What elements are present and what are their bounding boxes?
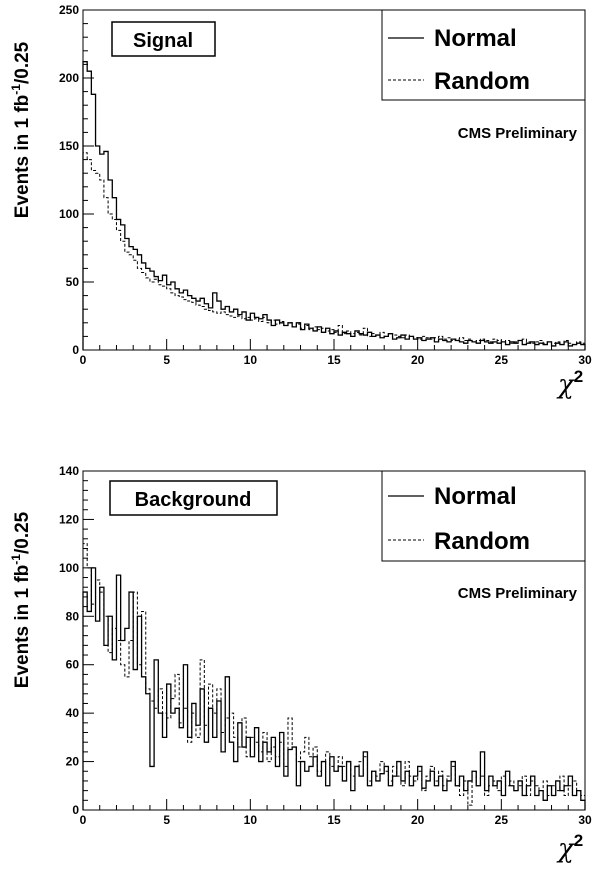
signal-legend-normal-label: Normal — [434, 25, 517, 52]
signal-x-tick-label: 25 — [495, 353, 509, 367]
signal-annotation: CMS Preliminary — [458, 125, 578, 142]
background-xlabel-symbol: χ — [556, 834, 576, 864]
background-x-tick-label: 10 — [244, 813, 258, 827]
signal-x-tick-label: 5 — [163, 353, 170, 367]
background-badge-label: Background — [135, 489, 252, 511]
background-series-group — [82, 543, 586, 810]
signal-x-axis: 0 5 10 15 20 25 30 — [80, 339, 592, 367]
signal-ylabel: Events in 1 fb-1/0.25 — [9, 41, 33, 218]
signal-y-tick-label: 250 — [59, 3, 79, 17]
background-panel: Events in 1 fb-1/0.25 020406080100120140… — [9, 464, 592, 864]
signal-xlabel-sup: 2 — [574, 367, 583, 386]
signal-xlabel: χ2 — [556, 367, 583, 400]
background-annotation: CMS Preliminary — [458, 585, 578, 602]
background-x-tick-label: 30 — [578, 813, 592, 827]
signal-legend: Normal Random — [381, 9, 586, 101]
background-y-tick-label: 140 — [59, 464, 79, 478]
signal-x-tick-label: 15 — [327, 353, 341, 367]
background-y-tick-label: 20 — [66, 755, 80, 769]
signal-y-tick-label: 50 — [66, 275, 80, 289]
signal-xlabel-symbol: χ — [556, 370, 576, 400]
signal-ylabel-sup: -1 — [9, 84, 23, 95]
signal-y-tick-label: 200 — [59, 71, 79, 85]
background-xlabel: χ2 — [556, 831, 583, 864]
background-y-axis: 0 20 40 60 80 100 120 140 — [59, 464, 94, 817]
background-legend-normal-label: Normal — [434, 483, 517, 510]
background-y-tick-label: 80 — [66, 609, 80, 623]
signal-y-tick-label: 100 — [59, 207, 79, 221]
background-normal-series — [82, 567, 586, 810]
signal-ylabel-tail: /0.25 — [12, 41, 33, 84]
signal-panel: Events in 1 fb-1/0.25 0 50 100 150 200 250 0 5… — [9, 3, 592, 400]
background-y-tick-label: 120 — [59, 512, 79, 526]
background-legend: Normal Random — [381, 470, 586, 562]
background-badge: Background — [109, 480, 278, 516]
background-x-tick-label: 20 — [411, 813, 425, 827]
background-y-tick-label: 40 — [66, 706, 80, 720]
background-y-tick-label: 100 — [59, 561, 79, 575]
signal-y-axis: 0 50 100 150 200 250 — [59, 3, 94, 357]
signal-series-group — [82, 61, 586, 350]
background-x-tick-label: 5 — [163, 813, 170, 827]
background-x-tick-label: 15 — [327, 813, 341, 827]
background-ylabel-tail: /0.25 — [12, 511, 33, 554]
signal-x-tick-label: 0 — [80, 353, 87, 367]
background-x-tick-label: 0 — [80, 813, 87, 827]
signal-x-tick-label: 20 — [411, 353, 425, 367]
signal-legend-random-label: Random — [434, 68, 530, 95]
signal-ylabel-text: Events in 1 fb — [12, 95, 33, 219]
background-ylabel: Events in 1 fb-1/0.25 — [9, 511, 33, 688]
background-y-tick-label: 0 — [72, 803, 79, 817]
signal-random-series — [82, 152, 586, 350]
background-y-tick-label: 60 — [66, 658, 80, 672]
signal-normal-series — [82, 61, 586, 350]
background-xlabel-sup: 2 — [574, 831, 583, 850]
background-legend-random-label: Random — [434, 528, 530, 555]
signal-badge: Signal — [111, 21, 216, 57]
background-ylabel-sup: -1 — [9, 554, 23, 565]
signal-y-tick-label: 150 — [59, 139, 79, 153]
signal-y-tick-label: 0 — [72, 343, 79, 357]
signal-x-tick-label: 30 — [578, 353, 592, 367]
background-ylabel-text: Events in 1 fb — [12, 565, 33, 689]
background-x-tick-label: 25 — [495, 813, 509, 827]
signal-badge-label: Signal — [133, 30, 193, 52]
signal-x-tick-label: 10 — [244, 353, 258, 367]
background-x-axis: 0 5 10 15 20 25 30 — [80, 799, 592, 827]
